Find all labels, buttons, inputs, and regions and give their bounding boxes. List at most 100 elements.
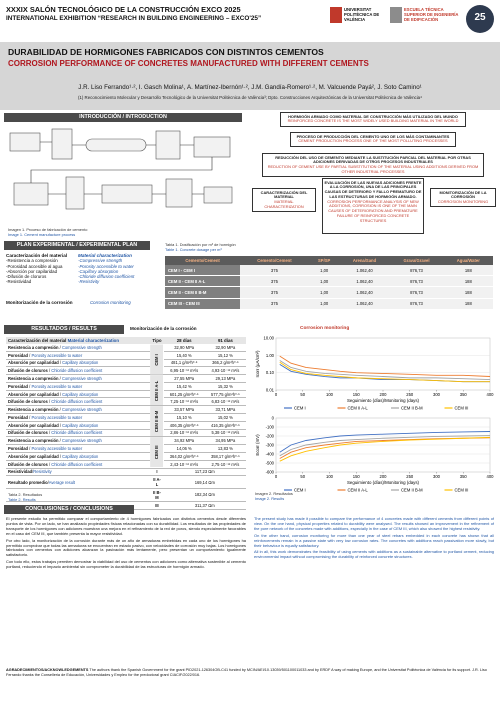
legend-label: CEM II A-L: [348, 488, 369, 493]
table-row: Difusión de cloruros / Chloride diffusio…: [6, 397, 246, 407]
property-en: Capillary absorption: [62, 422, 99, 428]
property-es: Absorción por capilaridad: [8, 391, 59, 397]
table-row: Resistencia a compresión / Compressive s…: [6, 374, 246, 406]
flow-es: CARACTERIZACIÓN DEL MATERIAL: [260, 189, 308, 200]
property-es: Resistencia a compresión: [8, 407, 59, 413]
table-cell: 1,00: [308, 265, 340, 277]
value-cell: 33,71 MPa: [204, 405, 246, 415]
caption-es: Tabla 1. Dosificación por m³ de hormigón: [165, 242, 236, 247]
y-tick-label: 1.00: [266, 353, 275, 358]
table-cell: 188: [443, 298, 493, 310]
column-header: Agua/Water: [443, 256, 493, 265]
value-cell: 311,37 Ωm: [163, 501, 246, 510]
value-cell: 406,35 g/m²h⁰·⁵: [163, 421, 205, 430]
table-cell: 876,73: [389, 265, 444, 277]
value-cell: 15,10 %: [163, 413, 205, 422]
property-es: Absorción por capilaridad: [8, 453, 59, 459]
value-cell: 7,25·10⁻¹² m²/s: [163, 397, 205, 407]
property-es: Difusión de cloruros: [8, 461, 48, 467]
list-item: -Absorción por capilaridad: [6, 268, 58, 274]
property-en: Chloride diffusion coefficient: [51, 399, 103, 405]
property-cell: Difusión de cloruros / Chloride diffusio…: [6, 397, 151, 407]
paragraph: Con todo ello, estos trabajos permiten d…: [6, 559, 246, 570]
legend-label: CEM III: [455, 406, 469, 411]
property-es: Resistencia a compresión: [8, 344, 59, 350]
value-cell: 34,92 MPa: [163, 436, 205, 446]
characterization-list: Caracterización del material -Resistencia…: [6, 253, 76, 285]
x-tick-label: 350: [460, 392, 468, 397]
value-cell: 15,12 %: [204, 351, 246, 360]
table-cell: CEM I - CEM I: [165, 265, 241, 277]
table-cell: CEM II - CEM II A-L: [165, 275, 241, 288]
value-cell: 2,86·10⁻¹² m²/s: [163, 429, 205, 438]
property-cell: Absorción por capilaridad / Capillary ab…: [6, 390, 151, 399]
property-en: Chloride diffusion coefficient: [51, 368, 103, 374]
type-cell: I: [150, 468, 164, 477]
value-cell: 182,34 Ωm: [163, 488, 246, 502]
value-cell: 6,83·10⁻¹² m²/s: [204, 397, 246, 407]
y-tick-label: -500: [266, 461, 275, 466]
x-tick-label: 350: [460, 474, 468, 479]
ack-title: AGRADECIMIENTOS/ACKNOWLEDGEMENTS: [6, 668, 89, 672]
caption-en: Table 1. Concrete dosage per m³: [165, 247, 222, 252]
property-en: Compressive strength: [61, 344, 102, 350]
y-tick-label: 10.00: [264, 336, 275, 341]
column-header: Arena/Sand: [339, 256, 390, 265]
caption-en: Image 1. Cement manufacture process: [8, 232, 76, 237]
x-tick-label: 400: [487, 392, 495, 397]
table-row: Porosidad / Porosity accessible to water…: [6, 413, 246, 422]
list-item: -Resistivity: [78, 279, 100, 285]
property-es: Absorción por capilaridad: [8, 360, 59, 366]
flow-box: EVALUACIÓN DE LAS NUEVAS ADICIONES FRENT…: [322, 178, 424, 234]
list-item: -Difusión de cloruros: [6, 274, 47, 280]
table-row: Absorción por capilaridad / Capillary ab…: [6, 452, 246, 461]
type-cell: II B-M: [150, 488, 164, 502]
title: DURABILIDAD DE HORMIGONES FABRICADOS CON…: [8, 47, 324, 57]
flow-en: MATERIAL CHARACTERIZATION: [264, 199, 304, 209]
caption-es: Tabla 2. Resultados: [8, 492, 43, 497]
section-heading: CONCLUSIONES / CONCLUSIONS: [4, 505, 134, 514]
series-line: [279, 355, 491, 377]
y-axis-title: Ecorr (mV): [255, 434, 260, 456]
y-tick-label: -600: [266, 470, 275, 475]
x-tick-label: 250: [406, 392, 414, 397]
series-line: [279, 436, 491, 462]
value-cell: 366,2 g/m²h⁰·⁵: [204, 359, 246, 368]
column-header: Cemento/Cement: [165, 256, 241, 265]
table-row: Difusión de cloruros / Chloride diffusio…: [6, 460, 246, 469]
head-es: Caracterización del material: [8, 338, 67, 343]
y-tick-label: -400: [266, 452, 275, 457]
value-cell: 15,42 %: [163, 382, 205, 391]
value-cell: 13,83 %: [204, 444, 246, 453]
table-cell: 375: [240, 286, 309, 299]
table-row: Porosidad / Porosity accessible to water…: [6, 351, 246, 360]
table-row: Porosidad / Porosity accessible to water…: [6, 444, 246, 453]
property-es: Resistencia a compresión: [8, 376, 59, 382]
x-tick-label: 50: [300, 474, 305, 479]
property-es: Difusión de cloruros: [8, 368, 48, 374]
flow-box: REDUCCIÓN DEL USO DE CEMENTO MEDIANTE LA…: [262, 153, 484, 178]
y-tick-label: 0.10: [266, 370, 275, 375]
property-es: Absorción por capilaridad: [8, 422, 59, 428]
flow-en: CORROSION MONITORING: [437, 199, 489, 205]
x-axis-title: Seguimiento (días)/Monitoring (days): [347, 480, 420, 485]
value-cell: 416,35 g/m²h⁰·⁵: [204, 421, 246, 430]
list-title: Caracterización del material: [6, 253, 68, 258]
series-line: [279, 361, 490, 383]
flow-box: CARACTERIZACIÓN DEL MATERIAL MATERIAL CHA…: [252, 188, 316, 213]
x-tick-label: 50: [300, 392, 305, 397]
section-heading: PLAN EXPERIMENTAL / EXPERIMENTAL PLAN: [4, 241, 150, 250]
property-cell: Resistencia a compresión / Compressive s…: [6, 436, 151, 446]
value-cell: 2,43·10⁻¹² m²/s: [163, 460, 205, 469]
ack-text: The authors thank the Spanish Government…: [6, 668, 487, 677]
flow-es: EVALUACIÓN DE LAS NUEVAS ADICIONES FRENT…: [324, 179, 422, 199]
head-en: Material characterization: [67, 338, 120, 343]
property-es: Resistividad: [8, 469, 33, 475]
x-tick-label: 100: [326, 474, 334, 479]
header-line: INTERNATIONAL EXHIBITION “RESEARCH IN BU…: [6, 15, 262, 22]
property-es: Porosidad: [8, 352, 29, 358]
title-band: [0, 42, 500, 110]
table-row: Absorción por capilaridad / Capillary ab…: [6, 390, 246, 399]
legend-label: CEM II A-L: [348, 406, 369, 411]
